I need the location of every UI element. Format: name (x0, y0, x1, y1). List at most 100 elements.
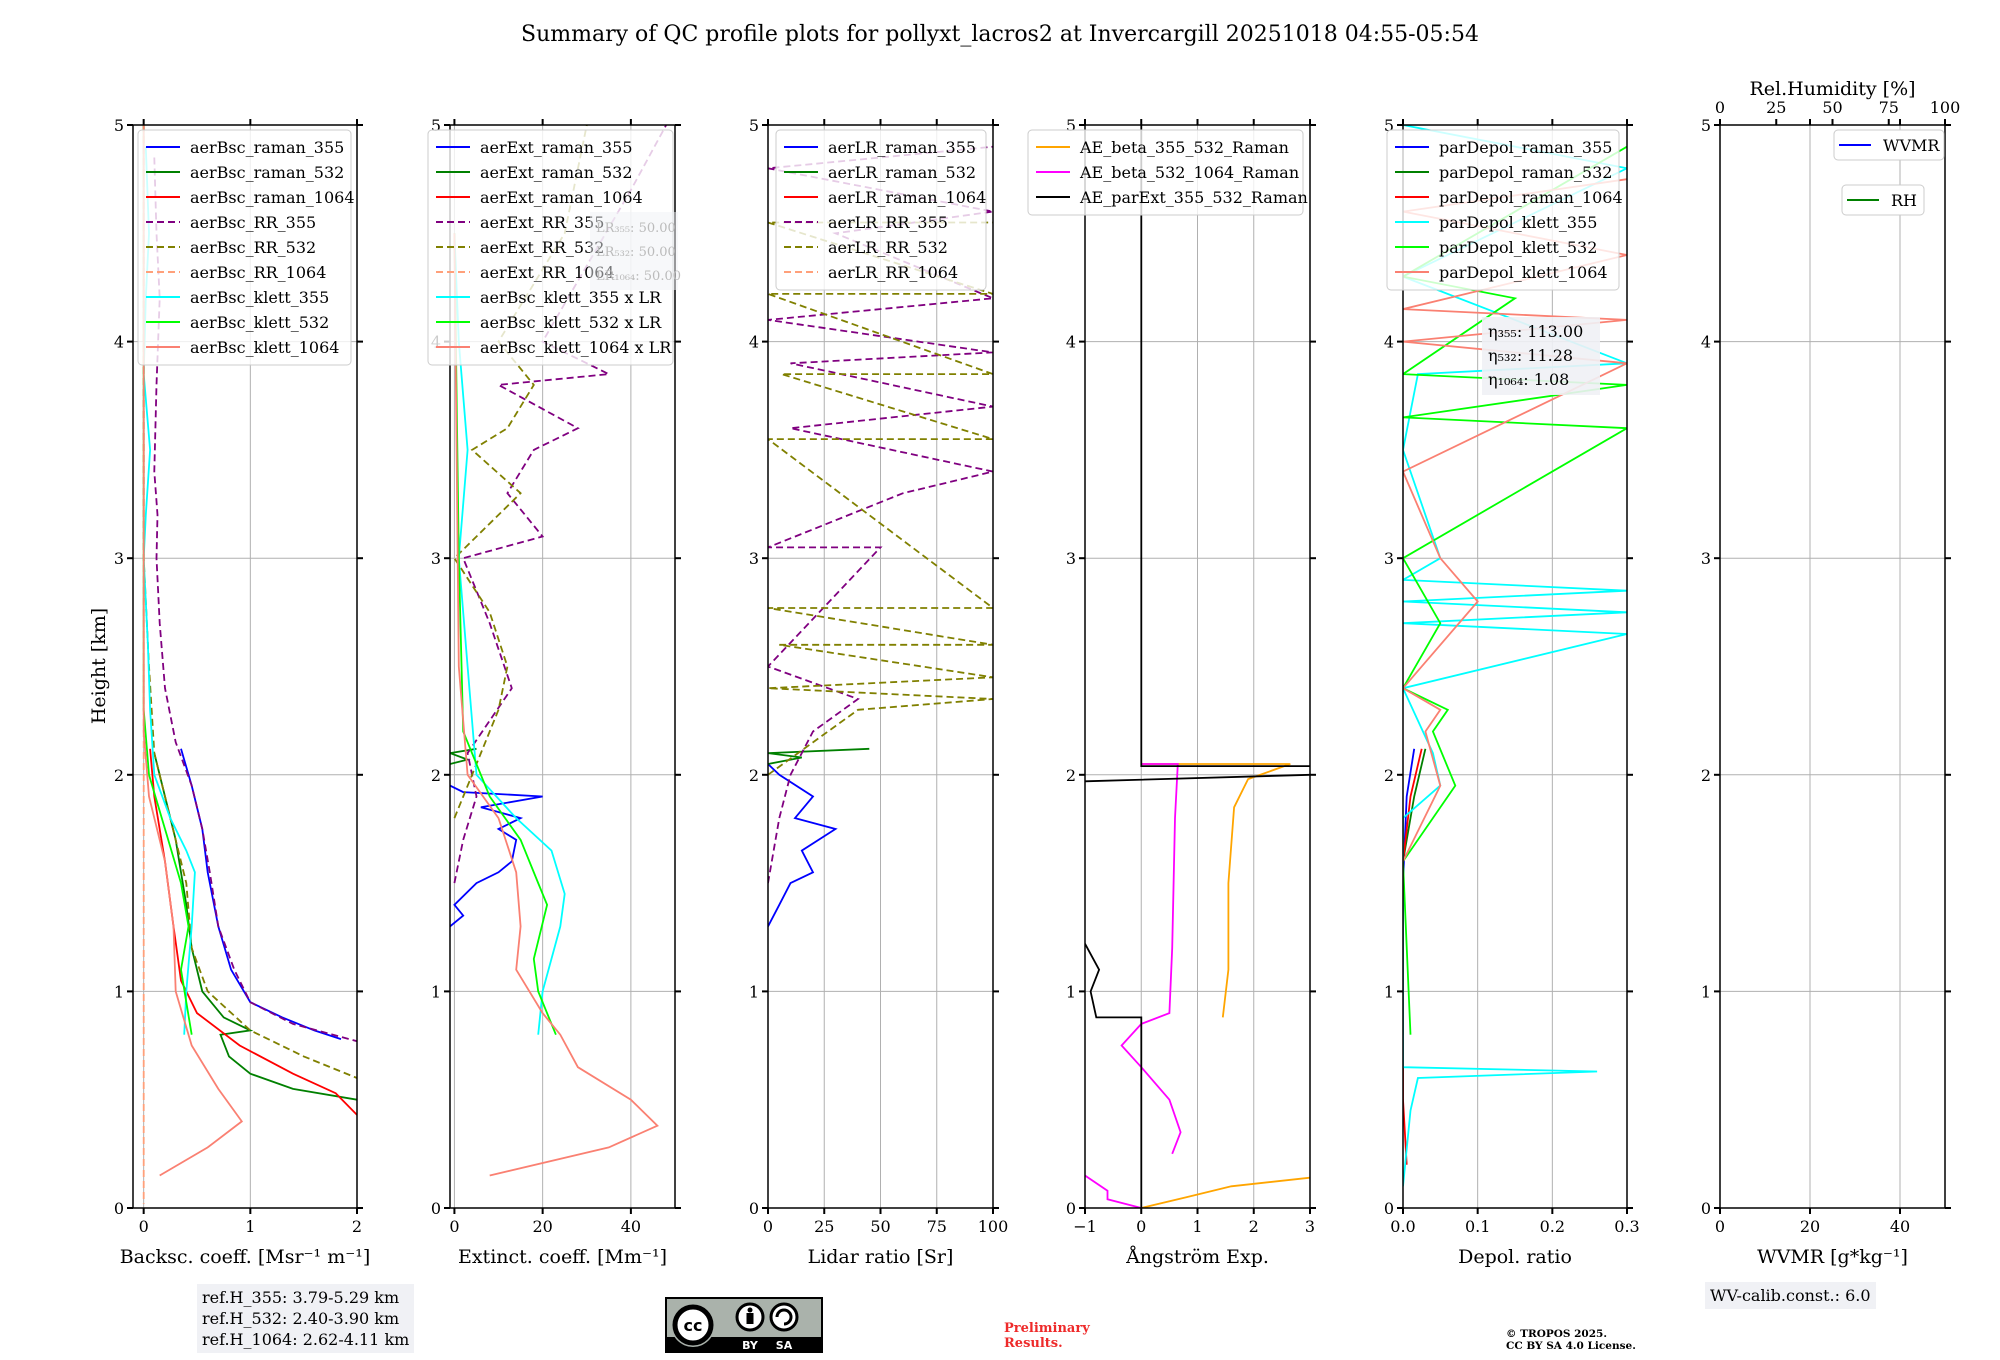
legend-label: aerLR_raman_532 (828, 163, 976, 182)
y-tick-label: 1 (1384, 982, 1394, 1001)
legend-frame (775, 129, 987, 291)
x-tick-label: 40 (1890, 1217, 1910, 1236)
annotation-text: η₅₃₂: 11.28 (1488, 346, 1573, 365)
y-tick-label: 5 (114, 116, 124, 135)
copyright-line-1: © TROPOS 2025. (1506, 1328, 1608, 1340)
cc-by-sa-badge-icon: cc BY SA (665, 1297, 823, 1353)
x-tick-label: 0 (139, 1217, 149, 1236)
ref-height-532: ref.H_532: 2.40-3.90 km (202, 1309, 400, 1328)
figure-title: Summary of QC profile plots for pollyxt_… (521, 22, 1479, 47)
legend-label: aerBsc_klett_355 x LR (480, 288, 662, 307)
series-line-pardepol-raman-1064 (1403, 748, 1423, 1165)
legend-frame (1386, 129, 1620, 291)
legend-frame (1027, 129, 1304, 216)
y-tick-label: 3 (749, 549, 759, 568)
y-tick-label: 2 (1701, 766, 1711, 785)
legend-label: aerExt_RR_532 (480, 238, 604, 257)
legend-frame (1841, 184, 1925, 216)
y-axis-label: Height [km] (88, 608, 110, 724)
legend-label: aerExt_RR_355 (480, 213, 604, 232)
legend-label: aerExt_raman_532 (480, 163, 633, 182)
y-tick-label: 1 (431, 982, 441, 1001)
series-line-pardepol-klett-532 (1403, 145, 1627, 1035)
y-tick-label: 5 (1384, 116, 1394, 135)
series-line-aerbsc-klett-532 (142, 125, 193, 1035)
y-tick-label: 1 (749, 982, 759, 1001)
preliminary-line-2: Results. (1004, 1336, 1063, 1351)
axes-frame (1719, 124, 1946, 1209)
legend-label: parDepol_klett_1064 (1439, 263, 1608, 282)
series-line-aerext-raman-532 (450, 747, 477, 765)
x-axis-label: WVMR [g*kg⁻¹] (1757, 1246, 1908, 1268)
series-line-aerbsc-klett-1064-x-lr (453, 233, 659, 1177)
ref-height-355: ref.H_355: 3.79-5.29 km (202, 1288, 400, 1307)
legend-label: parDepol_raman_1064 (1439, 188, 1623, 207)
annotation-box: LR₃₅₅: 50.00 LR₅₃₂: 50.00 LR₁₀₆₄: 50.00 (590, 212, 681, 290)
y-tick-label: 2 (1066, 766, 1076, 785)
y-tick-label: 3 (1701, 549, 1711, 568)
legend-frame (137, 129, 352, 366)
annotation-text: LR₅₃₂: 50.00 (596, 245, 676, 260)
legend-label: parDepol_klett_355 (1439, 213, 1597, 232)
annotation-text: LR₁₀₆₄: 50.00 (596, 269, 681, 284)
y-tick-label: 5 (1701, 116, 1711, 135)
x-tick-label: 2 (1249, 1217, 1259, 1236)
legend-label: aerLR_raman_355 (828, 138, 976, 157)
preliminary-notice: Preliminary Results. (1004, 1321, 1090, 1351)
axes-frame (132, 124, 358, 1209)
x-axis-label: Lidar ratio [Sr] (808, 1246, 954, 1268)
y-tick-label: 0 (1066, 1199, 1076, 1218)
series-line-ae-beta-532-1064-raman (1085, 763, 1182, 1208)
y-tick-label: 3 (431, 549, 441, 568)
legend-label: aerExt_RR_1064 (480, 263, 615, 282)
y-tick-label: 4 (1384, 333, 1394, 352)
series-group (1085, 125, 1310, 1208)
x-tick-label: 0.3 (1614, 1217, 1639, 1236)
legend-label: aerBsc_klett_532 (190, 313, 329, 332)
series-line-aerlr-raman-355 (768, 763, 838, 927)
y-tick-label: 1 (1701, 982, 1711, 1001)
y-tick-label: 2 (1384, 766, 1394, 785)
series-line-aerbsc-rr-355 (153, 157, 357, 1043)
y-tick-label: 0 (1384, 1199, 1394, 1218)
series-group (768, 145, 993, 927)
x-tick-label: 100 (978, 1217, 1009, 1236)
series-line-aerext-raman-355 (450, 784, 543, 928)
y-tick-label: 0 (114, 1199, 124, 1218)
legend-label: aerExt_raman_355 (480, 138, 633, 157)
annotation-text: LR₃₅₅: 50.00 (596, 221, 676, 236)
legend-label: aerBsc_RR_532 (190, 238, 316, 257)
y-tick-label: 3 (1066, 549, 1076, 568)
wv-calibration-box: WV-calib.const.: 6.0 (1705, 1282, 1876, 1309)
series-line-aerlr-rr-532 (768, 221, 993, 776)
x-axis-label: Ångström Exp. (1125, 1246, 1269, 1268)
series-line-aerlr-rr-355 (768, 145, 993, 884)
x-tick-label: 2 (352, 1217, 362, 1236)
axes-frame (449, 124, 676, 1209)
x-tick-label: 50 (870, 1217, 890, 1236)
y-tick-label: 2 (749, 766, 759, 785)
legend-label: aerExt_raman_1064 (480, 188, 643, 207)
panel-2: 01234502040Extinct. coeff. [Mm⁻¹]aerExt_… (427, 116, 681, 1268)
y-tick-label: 1 (114, 982, 124, 1001)
series-line-aerlr-raman-532 (768, 747, 870, 765)
y-tick-label: 1 (1066, 982, 1076, 1001)
legend: parDepol_raman_355 parDepol_raman_532 parD… (1386, 129, 1623, 291)
top-x-tick-label: 0 (1715, 98, 1725, 117)
cc-by-label: BY (742, 1339, 759, 1352)
y-tick-label: 5 (431, 116, 441, 135)
y-tick-label: 4 (749, 333, 759, 352)
x-tick-label: 25 (814, 1217, 834, 1236)
x-axis-label: Depol. ratio (1458, 1246, 1572, 1268)
svg-text:cc: cc (684, 1316, 703, 1335)
x-axis-label: Backsc. coeff. [Msr⁻¹ m⁻¹] (120, 1246, 371, 1268)
series-line-pardepol-raman-532 (1403, 748, 1427, 1035)
legend-label: parDepol_raman_532 (1439, 163, 1612, 182)
top-x-tick-label: 50 (1822, 98, 1842, 117)
y-tick-label: 0 (749, 1199, 759, 1218)
annotation-background (1482, 317, 1600, 395)
y-tick-label: 3 (114, 549, 124, 568)
